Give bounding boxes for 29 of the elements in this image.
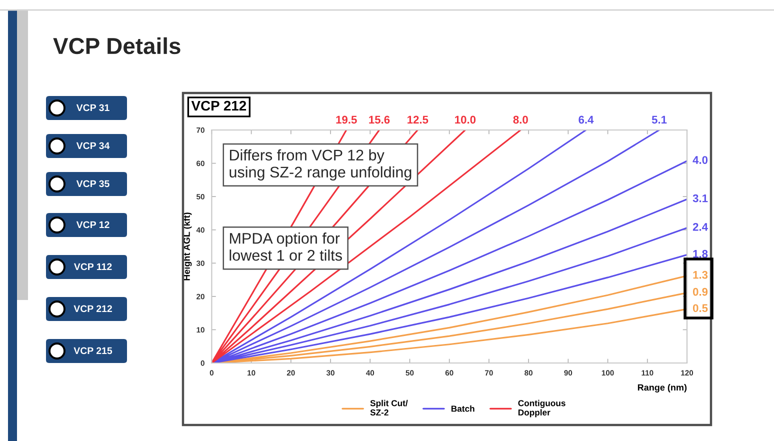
text: VCP 112: [74, 263, 112, 270]
annotation: 15.6: [369, 116, 390, 124]
annotation: 0.9: [692, 288, 708, 296]
annotation: 5.1: [652, 116, 667, 124]
legend-label: Contiguous Doppler: [518, 400, 566, 418]
annotation: Differs from VCP 12 by using SZ-2 range unfolding: [230, 149, 412, 181]
legend-label: Split Cut/ SZ-2: [370, 400, 408, 416]
annotation: 6.4: [578, 116, 594, 124]
text: VCP 215: [74, 347, 112, 354]
text: VCP Details: [53, 37, 180, 54]
annotation: 8.0: [513, 116, 528, 124]
text: VCP 212: [74, 305, 112, 312]
annotation: 0.5: [692, 304, 708, 312]
annotation: MPDA option for lowest 1 or 2 tilts: [230, 232, 342, 261]
text: VCP 31: [76, 104, 110, 112]
annotation: 1.3: [693, 270, 708, 279]
annotation: 1.8: [693, 250, 708, 258]
chart-title: VCP 212: [191, 100, 246, 111]
legend-label: Batch: [451, 405, 474, 412]
text: VCP 12: [76, 221, 110, 228]
text: VCP 35: [76, 180, 110, 188]
annotation: 3.1: [692, 194, 708, 202]
annotation: 2.4: [692, 222, 708, 231]
x-axis-title: Range (nm): [638, 384, 687, 392]
annotation: 19.5: [336, 116, 357, 124]
annotation: 4.0: [692, 156, 708, 164]
text: VCP 34: [76, 142, 110, 150]
annotation: 12.5: [408, 116, 428, 124]
annotation: 10.0: [455, 116, 476, 124]
